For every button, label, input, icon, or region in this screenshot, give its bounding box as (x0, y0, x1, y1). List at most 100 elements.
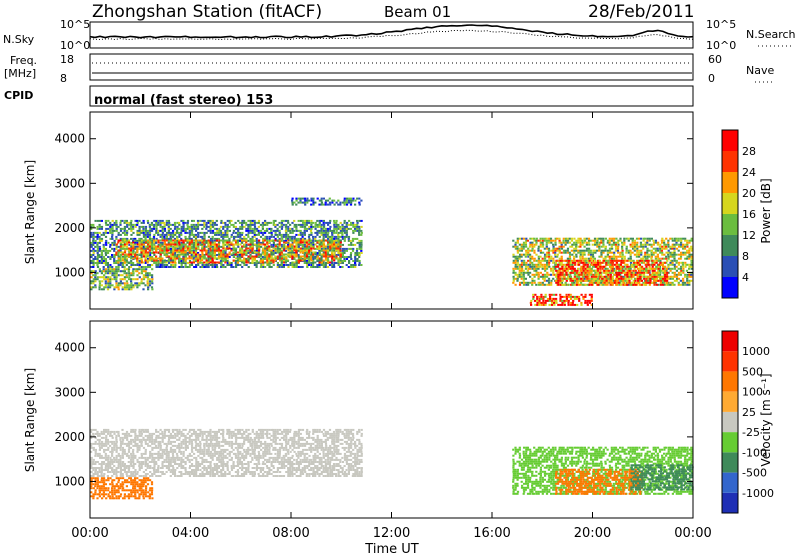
data-cell (104, 235, 108, 238)
data-cell (581, 243, 584, 246)
data-cell (163, 225, 166, 228)
data-cell (642, 259, 645, 262)
data-cell (249, 221, 252, 224)
data-cell (520, 281, 523, 284)
data-cell (149, 243, 152, 246)
data-cell (671, 255, 674, 258)
data-cell (289, 227, 292, 230)
data-cell (314, 243, 317, 246)
data-cell (159, 235, 162, 238)
data-cell (677, 273, 680, 276)
data-cell (686, 273, 689, 276)
data-cell (257, 255, 260, 258)
data-cell (123, 270, 126, 273)
data-cell (581, 257, 584, 260)
data-cell (188, 239, 191, 242)
data-cell (278, 264, 281, 266)
data-cell (172, 243, 175, 246)
data-cell (264, 247, 267, 250)
data-cell (144, 284, 147, 287)
data-cell (554, 247, 557, 250)
data-cell (115, 270, 118, 273)
data-cell (558, 269, 561, 272)
data-cell (571, 279, 574, 282)
data-cell (565, 267, 568, 270)
data-cell (240, 239, 244, 242)
data-cell (197, 247, 200, 250)
data-cell (247, 249, 250, 252)
data-cell (136, 247, 139, 250)
data-cell (573, 277, 576, 280)
data-cell (665, 237, 668, 240)
data-cell (169, 227, 172, 230)
data-cell (329, 219, 332, 222)
data-cell (320, 223, 323, 226)
data-cell (588, 283, 591, 286)
data-cell (213, 249, 216, 252)
data-cell (251, 241, 254, 244)
data-cell (323, 225, 326, 228)
data-cell (673, 239, 676, 242)
data-cell (596, 273, 599, 276)
data-cell (212, 245, 215, 248)
data-cell (584, 267, 587, 270)
data-cell (270, 251, 273, 254)
data-cell (241, 237, 244, 240)
data-cell (331, 231, 334, 234)
data-cell (237, 219, 240, 222)
data-cell (211, 257, 214, 260)
data-cell (174, 243, 177, 246)
data-cell (251, 231, 254, 234)
data-cell (104, 280, 107, 283)
data-cell (528, 267, 532, 270)
data-cell (569, 267, 572, 270)
data-cell (138, 253, 141, 256)
data-cell (645, 283, 648, 286)
data-cell (245, 264, 248, 266)
data-cell (297, 243, 301, 246)
data-cell (566, 241, 569, 244)
data-cell (638, 277, 642, 280)
data-cell (609, 277, 612, 280)
data-cell (624, 267, 627, 270)
data-cell (285, 264, 288, 266)
data-cell (188, 241, 192, 244)
data-cell (305, 199, 308, 202)
data-cell (299, 237, 303, 240)
data-cell (261, 256, 264, 258)
data-cell (335, 262, 338, 264)
data-cell (533, 279, 536, 282)
data-cell (130, 251, 133, 254)
data-cell (287, 221, 290, 224)
data-cell (280, 227, 283, 230)
data-cell (666, 279, 669, 282)
data-cell (274, 239, 277, 242)
data-cell (211, 237, 214, 240)
data-cell (278, 249, 281, 252)
data-cell (238, 257, 241, 260)
data-cell (324, 257, 328, 260)
data-cell (590, 273, 593, 276)
data-cell (251, 255, 254, 258)
data-cell (180, 219, 183, 222)
data-cell (349, 254, 352, 256)
data-cell (690, 245, 693, 248)
data-cell (646, 239, 649, 242)
data-cell (636, 273, 639, 276)
data-cell (280, 235, 283, 238)
data-cell (690, 239, 693, 242)
data-cell (630, 275, 633, 278)
data-cell (655, 283, 658, 286)
data-cell (635, 237, 639, 240)
data-cell (155, 231, 158, 234)
data-cell (667, 263, 670, 266)
data-cell (209, 251, 212, 254)
data-cell (621, 281, 624, 284)
data-cell (345, 258, 349, 260)
data-cell (621, 247, 624, 250)
data-cell (117, 225, 120, 228)
data-cell (105, 262, 108, 264)
data-cell (512, 259, 515, 262)
data-cell (157, 223, 160, 226)
